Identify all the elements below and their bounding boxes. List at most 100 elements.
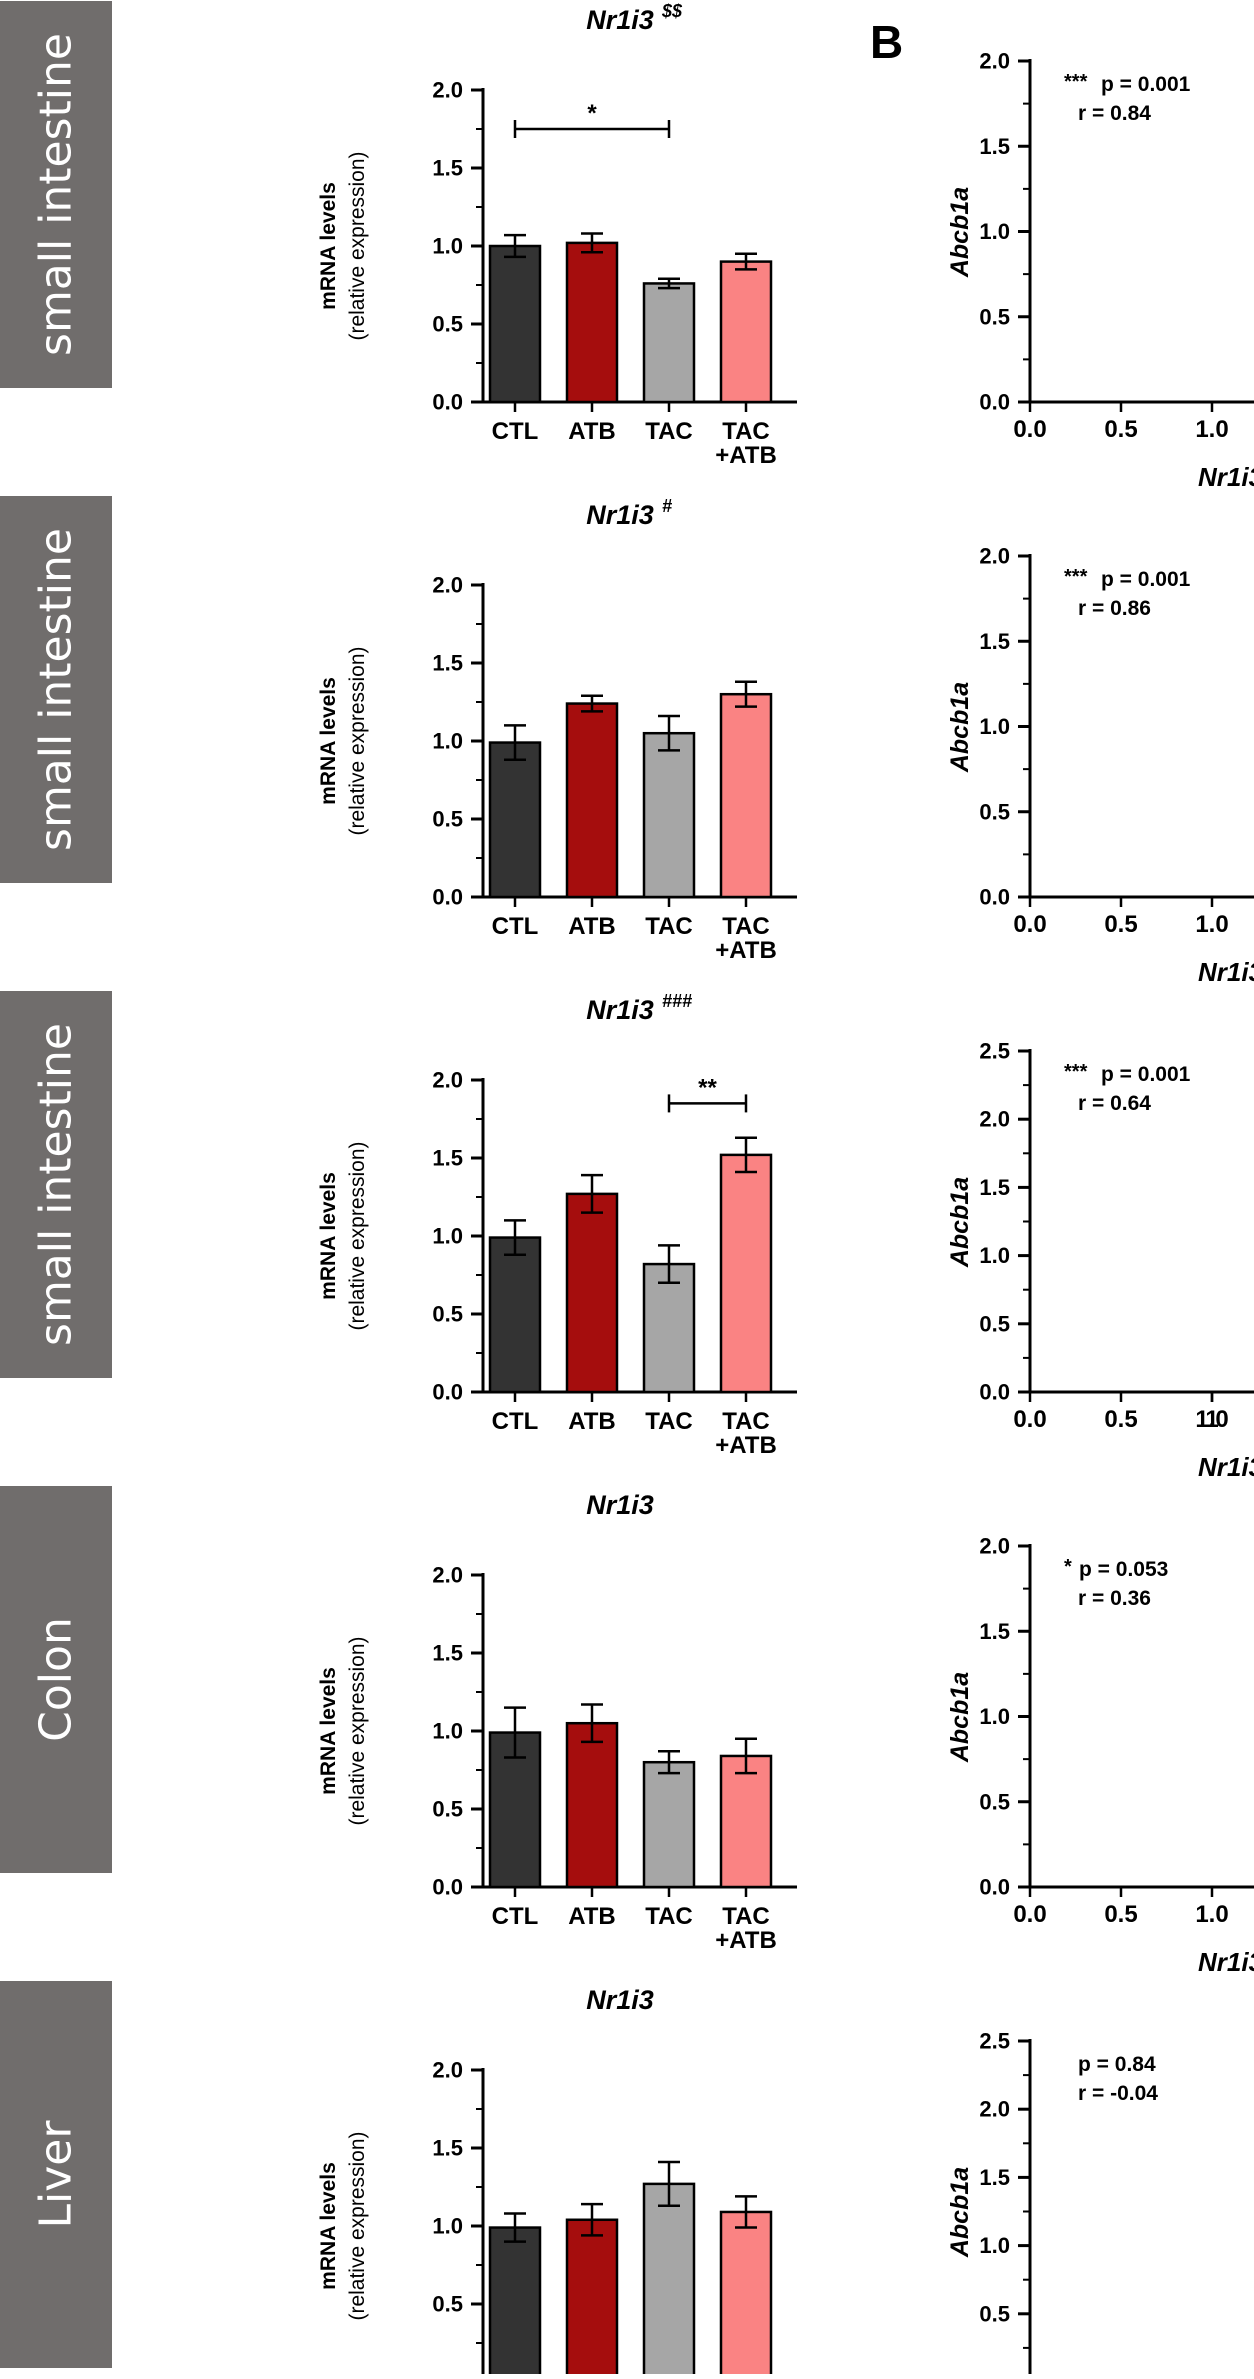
scatter-y-axis-label: Abcb1a bbox=[946, 1177, 974, 1268]
y-tick-label: 1.0 bbox=[432, 234, 463, 259]
y-axis-label: mRNA levels bbox=[317, 677, 340, 805]
row-5: Liver Nr1i3 mRNA levels (relative expressio… bbox=[0, 1981, 1158, 2379]
tissue-label: Liver bbox=[31, 2120, 82, 2229]
y-axis-label: mRNA levels bbox=[317, 2162, 340, 2290]
scatter-y-tick-label: 1.0 bbox=[979, 219, 1010, 244]
scatter-x-tick-label: 0.0 bbox=[1013, 911, 1046, 938]
scatter-y-axis-label: Abcb1a bbox=[946, 2167, 974, 2258]
x-tick-label: CTL bbox=[492, 913, 539, 940]
scatter-y-tick-label: 0.5 bbox=[979, 2301, 1010, 2326]
tissue-label-box bbox=[0, 1486, 112, 1873]
bar-ctl bbox=[488, 1236, 542, 1394]
bar-atb bbox=[565, 1721, 619, 1889]
tissue-label: Colon bbox=[31, 1617, 82, 1742]
x-tick-label: CTL bbox=[492, 1408, 539, 1435]
x-tick-label: CTL bbox=[492, 418, 539, 445]
bar-tac bbox=[642, 2182, 696, 2379]
tissue-label: small intestine bbox=[31, 33, 82, 356]
scatter-p-value: p = 0.84 bbox=[1078, 2053, 1156, 2076]
scatter-y-tick-label: 1.0 bbox=[979, 1704, 1010, 1729]
title-superscript: # bbox=[662, 496, 672, 516]
scatter-y-tick-label: 2.0 bbox=[979, 544, 1010, 569]
scatter-x-axis-label: Nr1i3 bbox=[1198, 1452, 1254, 1482]
scatter-x-tick-label: 1.0 bbox=[1195, 1901, 1228, 1928]
bar-chart-title: Nr1i3 bbox=[586, 1490, 654, 1520]
scatter-y-tick-label: 1.0 bbox=[979, 714, 1010, 739]
y-axis-label: mRNA levels bbox=[317, 182, 340, 310]
y-axis-label-secondary: (relative expression) bbox=[346, 1141, 369, 1330]
scatter-significance-stars: *** bbox=[1064, 1061, 1088, 1083]
x-tick-label: TAC bbox=[645, 418, 693, 445]
y-tick-label: 1.5 bbox=[432, 651, 463, 676]
bar-atb bbox=[565, 1192, 619, 1394]
bar-atb bbox=[565, 241, 619, 404]
scatter-y-tick-label: 2.0 bbox=[979, 1534, 1010, 1559]
y-tick-label: 0.0 bbox=[432, 390, 463, 415]
bar-tac bbox=[642, 1262, 696, 1394]
scatter-y-tick-label: 1.5 bbox=[979, 1175, 1010, 1200]
tissue-label-box bbox=[0, 496, 112, 883]
x-tick-label: TAC bbox=[645, 1903, 693, 1930]
scatter-x-tick-label: 0.0 bbox=[1013, 1901, 1046, 1928]
scatter-y-tick-label: 1.0 bbox=[979, 2233, 1010, 2258]
y-tick-label: 0.0 bbox=[432, 2370, 463, 2375]
bar-atb bbox=[565, 2218, 619, 2379]
bar-ctl bbox=[488, 244, 542, 404]
y-axis-label-secondary: (relative expression) bbox=[346, 2131, 369, 2320]
scatter-y-tick-label: 0.0 bbox=[979, 390, 1010, 415]
bar-tac-atb bbox=[719, 692, 773, 899]
title-superscript: ### bbox=[662, 991, 692, 1011]
row-3: small intestine Nr1i3 ### mRNA levels (relat… bbox=[0, 991, 1254, 1482]
scatter-r-value: r = 0.86 bbox=[1078, 597, 1151, 620]
scatter-r-value: r = 0.64 bbox=[1078, 1092, 1151, 1115]
bar-tac-atb bbox=[719, 1153, 773, 1394]
scatter-y-tick-label: 0.0 bbox=[979, 1875, 1010, 1900]
significance-label: * bbox=[587, 100, 597, 127]
x-tick-label: ATB bbox=[568, 1408, 616, 1435]
scatter-y-tick-label: 1.5 bbox=[979, 1619, 1010, 1644]
y-tick-label: 1.5 bbox=[432, 156, 463, 181]
bar-ctl bbox=[488, 2226, 542, 2379]
y-tick-label: 0.5 bbox=[432, 1797, 463, 1822]
title-superscript: $$ bbox=[661, 1, 683, 21]
scatter-x-tick-label: 0.0 bbox=[1013, 416, 1046, 443]
bar-tac bbox=[642, 1760, 696, 1889]
y-axis-label-secondary: (relative expression) bbox=[346, 1636, 369, 1825]
y-tick-label: 2.0 bbox=[432, 78, 463, 103]
bar-ctl bbox=[488, 741, 542, 899]
scatter-p-value: p = 0.001 bbox=[1101, 73, 1191, 96]
y-tick-label: 1.0 bbox=[432, 2214, 463, 2239]
scatter-x-tick-label: 1 bbox=[1205, 1406, 1218, 1433]
scatter-p-value: p = 0.053 bbox=[1079, 1558, 1168, 1581]
scatter-y-tick-label: 1.5 bbox=[979, 2165, 1010, 2190]
y-tick-label: 0.5 bbox=[432, 807, 463, 832]
scatter-x-tick-label: 0.0 bbox=[1013, 1406, 1046, 1433]
tissue-label: small intestine bbox=[31, 1023, 82, 1346]
scatter-x-tick-label: 0.5 bbox=[1104, 1901, 1137, 1928]
bar-chart-title: Nr1i3 bbox=[586, 5, 654, 35]
bar-chart-title: Nr1i3 bbox=[586, 500, 654, 530]
y-tick-label: 0.5 bbox=[432, 312, 463, 337]
scatter-y-axis-label: Abcb1a bbox=[946, 1672, 974, 1763]
y-axis-label-secondary: (relative expression) bbox=[346, 151, 369, 340]
y-tick-label: 1.0 bbox=[432, 729, 463, 754]
bar-chart-title: Nr1i3 bbox=[586, 995, 654, 1025]
row-4: Colon Nr1i3 mRNA levels (relative expressio… bbox=[0, 1486, 1254, 1977]
y-tick-label: 0.0 bbox=[432, 1875, 463, 1900]
x-tick-label: TAC +ATB bbox=[715, 1408, 777, 1459]
bar-atb bbox=[565, 702, 619, 899]
x-tick-label: TAC +ATB bbox=[715, 418, 777, 469]
scatter-y-tick-label: 0.5 bbox=[979, 799, 1010, 824]
tissue-label-box bbox=[0, 1981, 112, 2368]
y-axis-label-secondary: (relative expression) bbox=[346, 646, 369, 835]
scatter-x-axis-label: Nr1i3 bbox=[1198, 957, 1254, 987]
x-tick-label: ATB bbox=[568, 418, 616, 445]
row-2: small intestine Nr1i3 # mRNA levels (relativ… bbox=[0, 496, 1254, 987]
y-tick-label: 0.0 bbox=[432, 885, 463, 910]
bar-tac-atb bbox=[719, 1754, 773, 1889]
bar-tac bbox=[642, 282, 696, 404]
scatter-y-tick-label: 0.0 bbox=[979, 2370, 1010, 2375]
scatter-y-tick-label: 0.5 bbox=[979, 1311, 1010, 1336]
scatter-x-axis-label: Nr1i3 bbox=[1198, 462, 1254, 492]
